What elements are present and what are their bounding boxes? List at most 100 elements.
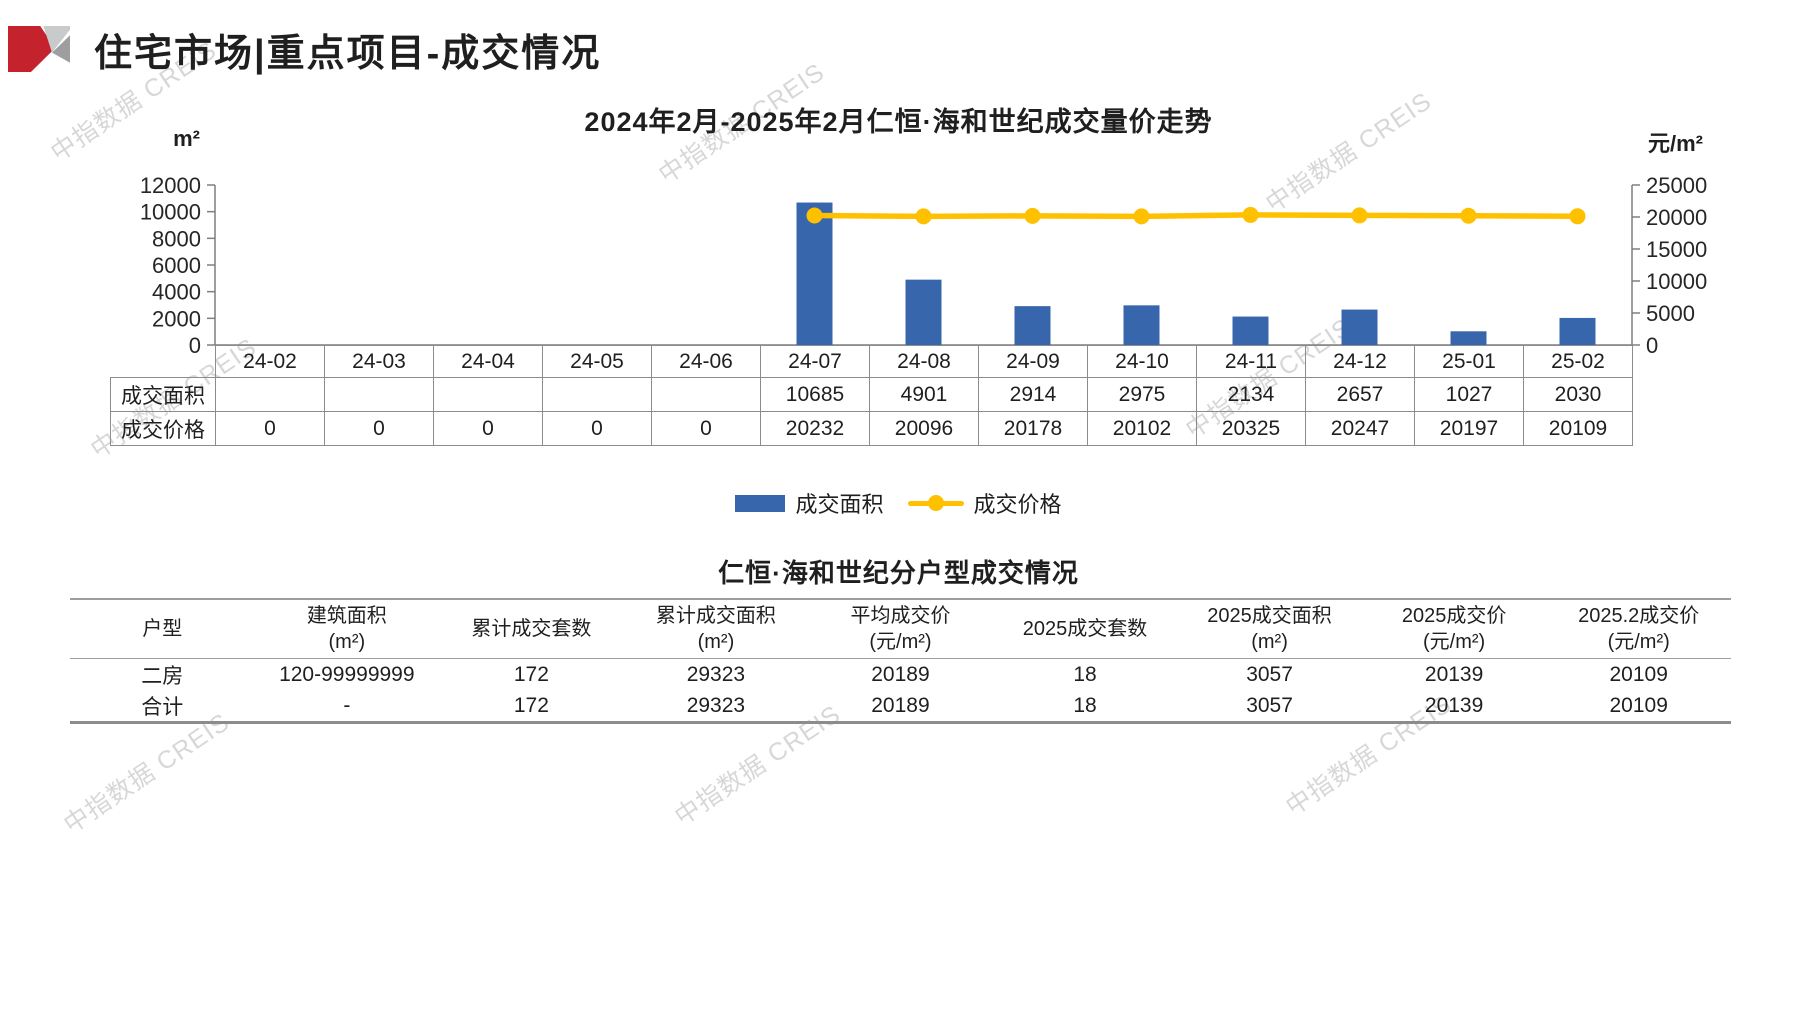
breakdown-cell: 20189: [871, 662, 930, 686]
table-cell: 0: [215, 411, 325, 446]
bar-24-07: [796, 202, 833, 345]
price-marker: [1460, 207, 1477, 224]
breakdown-cell: 20109: [1609, 662, 1668, 686]
price-marker: [1242, 206, 1259, 223]
breakdown-cell: 18: [992, 690, 1178, 724]
table-cell: 2975: [1087, 377, 1197, 412]
price-marker: [1024, 207, 1041, 224]
table-cell: 20102: [1087, 411, 1197, 446]
right-tick-label: 20000: [1646, 205, 1707, 230]
price-marker: [1351, 207, 1368, 224]
legend-line-label: 成交价格: [973, 492, 1062, 517]
breakdown-header: 2025成交价 (元/m²): [1361, 598, 1547, 659]
breakdown-cell: 3057: [1177, 690, 1362, 724]
table-cell: [215, 377, 325, 412]
month-header: 24-04: [433, 345, 543, 378]
breakdown-header: 2025.2成交价 (元/m²): [1546, 598, 1731, 659]
table-cell: 2657: [1305, 377, 1415, 412]
table-row: 成交面积 10685 4901 2914 2975 2134 2657 1027 2030: [110, 377, 1633, 412]
month-header: 24-08: [869, 345, 979, 378]
month-header: 24-10: [1087, 345, 1197, 378]
table-cell: 20109: [1523, 411, 1633, 446]
table-cell: 2914: [978, 377, 1088, 412]
breakdown-header: 2025成交套数: [992, 598, 1178, 659]
right-tick-label: 5000: [1646, 301, 1695, 326]
volume-price-combo-chart: 0200040006000800010000120000500010000150…: [140, 173, 1707, 358]
breakdown-cell: 20139: [1361, 690, 1547, 724]
table-cell: 10685: [760, 377, 870, 412]
legend-bar-swatch: [735, 494, 786, 512]
chart-title: 2024年2月-2025年2月仁恒·海和世纪成交量价走势: [584, 107, 1213, 137]
month-header: 24-09: [978, 345, 1088, 378]
breakdown-row: 二房 120-99999999 172 29323 20189 18 3057 20139 20…: [70, 659, 1731, 691]
breakdown-cell: 20109: [1546, 690, 1731, 724]
table-cell: 2134: [1196, 377, 1306, 412]
breakdown-header: 户型: [70, 598, 255, 659]
right-tick-label: 0: [1646, 333, 1658, 358]
table-cell: 0: [433, 411, 543, 446]
legend-line-swatch: [907, 494, 964, 512]
row-label: 成交价格: [110, 411, 216, 446]
table-cell: [542, 377, 652, 412]
month-header-row: 24-02 24-03 24-04 24-05 24-06 24-07 24-08 24-09…: [111, 345, 1633, 378]
chart-legend: 成交面积 成交价格: [0, 487, 1797, 519]
month-header: 25-01: [1414, 345, 1524, 378]
bar-24-09: [1014, 306, 1051, 345]
chart-data-table: 24-02 24-03 24-04 24-05 24-06 24-07 24-08 24-09…: [110, 345, 1633, 446]
bar-24-12: [1341, 309, 1378, 345]
month-header: 24-06: [651, 345, 761, 378]
breakdown-header: 平均成交价 (元/m²): [808, 598, 993, 659]
table-cell: 4901: [869, 377, 979, 412]
creis-watermark: 中指数据 CREIS: [58, 707, 235, 840]
month-header: 24-05: [542, 345, 652, 378]
breakdown-table-title: 仁恒·海和世纪分户型成交情况: [718, 558, 1079, 588]
right-tick-label: 10000: [1646, 269, 1707, 294]
breakdown-cell: 18: [1073, 662, 1097, 686]
left-tick-label: 12000: [140, 173, 201, 198]
breakdown-cell: 20189: [808, 690, 993, 724]
table-cell: 20232: [760, 411, 870, 446]
month-header: 24-03: [324, 345, 434, 378]
table-cell: 0: [651, 411, 761, 446]
row-label: 成交面积: [110, 377, 216, 412]
breakdown-row: 合计 -172 29323 20189 18 3057 20139 20109: [70, 690, 1731, 724]
month-header: 25-02: [1523, 345, 1633, 378]
unit-type-cell: 二房: [141, 664, 184, 688]
bar-24-10: [1123, 305, 1160, 345]
table-cell: 20325: [1196, 411, 1306, 446]
table-row: 成交价格 0 0 0 0 0 20232 20096 20178 20102 20325 20247 2…: [110, 411, 1633, 446]
breakdown-header-row: 户型 建筑面积 (m²) 累计成交套数 累计成交面积 (m²) 平均成交价 (元/m²) 202…: [70, 598, 1731, 659]
price-marker: [915, 208, 932, 225]
breakdown-header: 累计成交面积 (m²): [623, 598, 809, 659]
unit-type-cell: 合计: [70, 690, 255, 724]
left-tick-label: 0: [189, 333, 201, 358]
breakdown-cell: 29323: [623, 690, 809, 724]
corner-blank: [111, 346, 216, 378]
breakdown-header: 累计成交套数: [439, 598, 624, 659]
table-cell: 1027: [1414, 377, 1524, 412]
breakdown-cell: 172: [513, 662, 549, 686]
right-axis-unit: 元/m²: [1648, 131, 1704, 156]
table-cell: 2030: [1523, 377, 1633, 412]
bar-24-11: [1232, 316, 1269, 345]
breakdown-header: 建筑面积 (m²): [254, 598, 440, 659]
table-cell: 0: [542, 411, 652, 446]
table-cell: 0: [324, 411, 434, 446]
right-tick-label: 15000: [1646, 237, 1707, 262]
table-cell: [324, 377, 434, 412]
table-cell: 20247: [1305, 411, 1415, 446]
creis-logo: [8, 26, 70, 72]
month-header: 24-02: [215, 345, 325, 378]
legend-bar-label: 成交面积: [795, 492, 884, 517]
month-header: 24-07: [760, 345, 870, 378]
breakdown-cell: 172: [439, 690, 624, 724]
price-marker: [806, 207, 823, 224]
left-tick-label: 8000: [152, 226, 201, 251]
breakdown-cell: 29323: [686, 662, 746, 686]
page-title: 住宅市场|重点项目-成交情况: [94, 33, 602, 75]
bar-24-08: [905, 279, 942, 345]
table-cell: 20096: [869, 411, 979, 446]
breakdown-cell: 20139: [1424, 662, 1484, 686]
breakdown-table: 户型 建筑面积 (m²) 累计成交套数 累计成交面积 (m²) 平均成交价 (元/m²) 202…: [70, 598, 1731, 724]
table-cell: 20178: [978, 411, 1088, 446]
